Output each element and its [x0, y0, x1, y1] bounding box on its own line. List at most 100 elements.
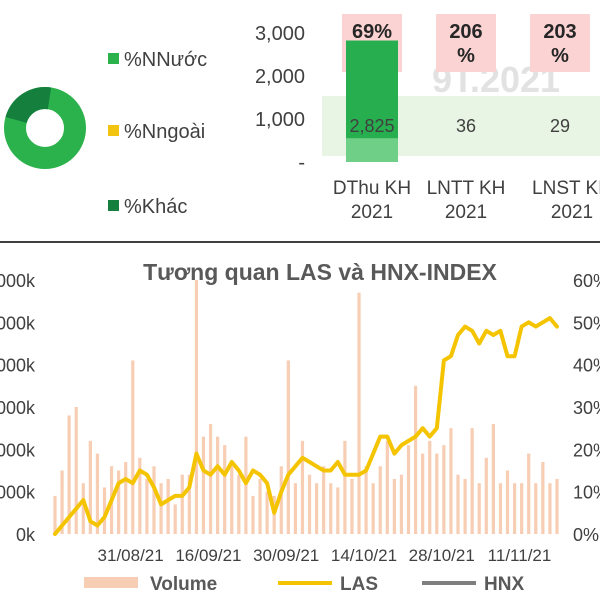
volume-bar — [322, 466, 326, 534]
volume-bar — [484, 457, 488, 534]
volume-bar — [145, 478, 149, 534]
legend-label: LAS — [340, 574, 378, 595]
bottom-panel: Tương quan LAS và HNX-INDEX 0k 000k 000k 00… — [0, 244, 600, 600]
volume-bar — [442, 445, 446, 534]
category-label: LNST KH — [532, 178, 600, 199]
x-tick-label: 31/08/21 — [98, 546, 164, 565]
category-label: LNTT KH — [427, 178, 506, 199]
volume-bar — [201, 436, 206, 534]
top-panel: %NNước %Nngoài %Khác -1,000 2,000 3,000 9T.20… — [0, 0, 600, 240]
plan-value-label: 36 — [456, 116, 476, 136]
volume-bar — [463, 478, 467, 534]
plan-value-label: 29 — [550, 116, 570, 136]
volume-bar — [208, 423, 213, 534]
volume-bar — [491, 423, 495, 534]
volume-bar — [74, 407, 78, 534]
volume-bar — [173, 504, 177, 534]
y-right-tick-label: 50% — [573, 313, 600, 333]
x-tick-label: 14/10/21 — [331, 546, 397, 565]
volume-bar — [399, 474, 404, 534]
volume-bar — [131, 360, 135, 534]
volume-bar — [95, 453, 100, 534]
x-tick-label: 11/11/21 — [488, 546, 552, 565]
category-label: 2021 — [351, 202, 393, 223]
completion-badge — [436, 14, 496, 72]
volume-bar — [343, 440, 347, 534]
volume-bar — [307, 474, 312, 534]
volume-bar — [548, 483, 552, 534]
volume-bar — [293, 483, 297, 534]
volume-bar — [541, 462, 545, 534]
volume-bar — [357, 292, 361, 534]
volume-bar — [364, 466, 368, 534]
y-tick-label: 3,000 — [255, 23, 305, 45]
volume-bar — [378, 466, 382, 534]
chart-title: Tương quan LAS và HNX-INDEX — [143, 259, 497, 285]
las-hnx-plot: 0k 000k 000k 000k 000k 000k 000k 0% 10% 20% 30% 40%… — [0, 271, 600, 595]
volume-bar — [187, 474, 191, 534]
legend-label: Volume — [150, 574, 217, 595]
y-right-tick-label: 20% — [573, 440, 600, 460]
y-left-tick-label: 000k — [0, 483, 36, 503]
volume-bar — [81, 483, 85, 534]
volume-bar — [449, 428, 453, 534]
volume-bar — [428, 440, 432, 534]
volume-bar — [336, 487, 340, 534]
volume-bar — [470, 428, 474, 534]
las-line — [53, 316, 559, 536]
las-hnx-chart: Tương quan LAS và HNX-INDEX 0k 000k 000k 00… — [0, 259, 600, 595]
volume-bar — [230, 466, 234, 534]
legend-swatch — [108, 125, 119, 136]
completion-label: % — [457, 45, 475, 67]
volume-bar — [159, 483, 163, 534]
ownership-legend: %NNước %Nngoài %Khác — [108, 49, 207, 218]
y-left-tick-label: 0k — [16, 525, 36, 545]
category-label: 2021 — [551, 202, 593, 223]
y-right-tick-label: 30% — [573, 398, 600, 418]
completion-label: % — [551, 45, 569, 67]
volume-bar — [258, 478, 262, 534]
volume-bar — [300, 440, 305, 534]
volume-bar — [315, 483, 319, 534]
volume-bar — [527, 453, 531, 534]
legend-label: %NNước — [124, 49, 207, 71]
y-right-tick-label: 10% — [573, 483, 600, 503]
volume-bar — [237, 474, 241, 534]
legend-swatch — [108, 200, 119, 211]
volume-bar — [534, 483, 538, 534]
category-label: DThu KH — [333, 178, 411, 199]
y-left-tick-label: 000k — [0, 440, 36, 460]
volume-bar — [117, 470, 121, 534]
volume-bar — [180, 474, 184, 534]
volume-bar — [392, 478, 396, 534]
volume-bar — [498, 483, 503, 534]
donut-slice-other — [5, 87, 52, 124]
volume-bar — [421, 453, 425, 534]
y-left-tick-label: 000k — [0, 398, 36, 418]
bar-done — [346, 40, 398, 139]
volume-bar — [88, 440, 92, 534]
y-tick-label: 1,000 — [255, 109, 305, 131]
volume-bar — [371, 483, 375, 534]
legend-swatch — [108, 53, 119, 64]
volume-bar — [272, 495, 276, 534]
volume-bar — [505, 470, 510, 534]
y-tick-label: 2,000 — [255, 66, 305, 88]
legend-label: %Khác — [124, 196, 187, 218]
completion-label: 206 — [449, 21, 482, 43]
volume-bar — [350, 478, 354, 534]
completion-badge — [530, 14, 590, 72]
volume-bar — [244, 436, 248, 534]
volume-bar — [67, 415, 71, 534]
volume-bar — [265, 491, 269, 534]
volume-bar — [223, 445, 227, 534]
y-right-tick-label: 60% — [573, 271, 600, 291]
legend-swatch — [84, 577, 138, 588]
volume-bar — [102, 487, 107, 534]
plan-value-label: 2,825 — [349, 116, 394, 136]
volume-bar — [53, 495, 57, 534]
volume-bar — [251, 495, 255, 534]
volume-bar — [194, 280, 199, 534]
volume-bar — [435, 453, 439, 534]
